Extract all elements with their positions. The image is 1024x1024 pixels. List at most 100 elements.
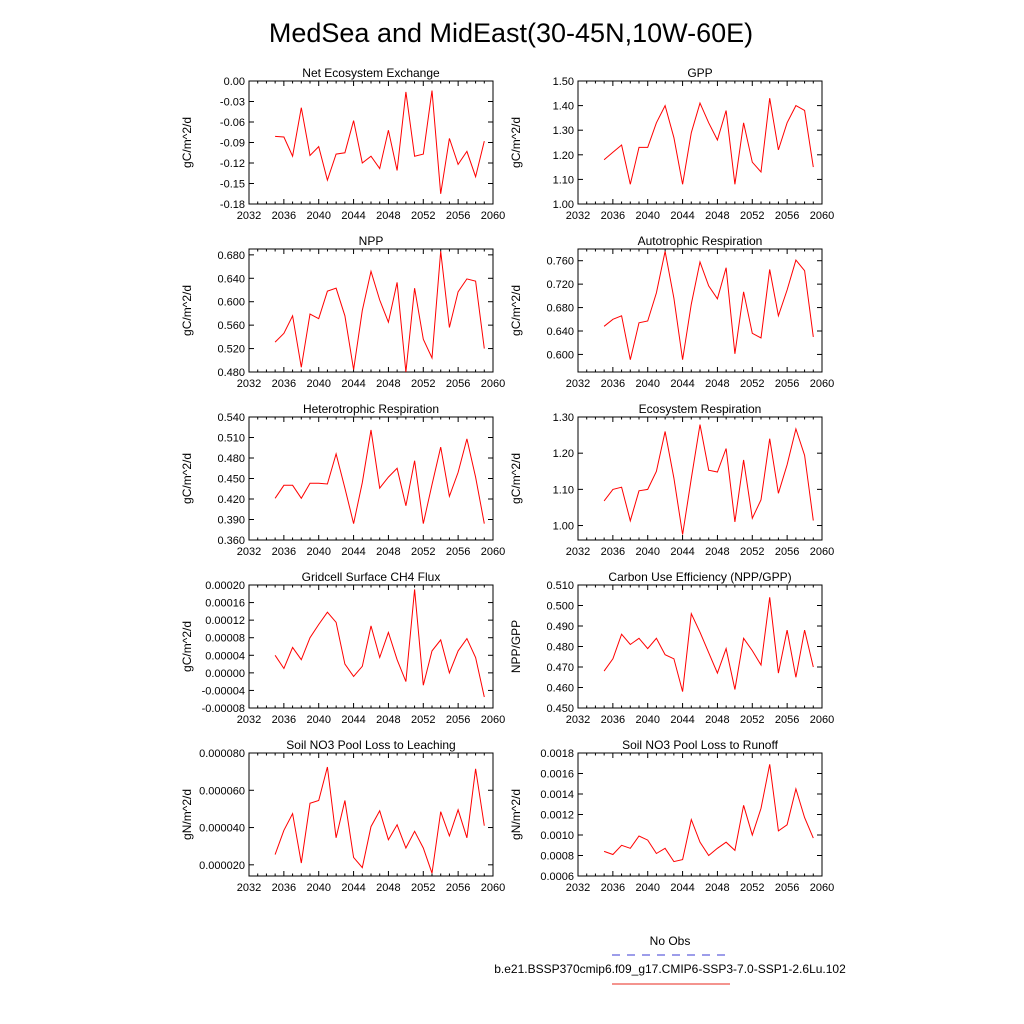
x-tick-label: 2056 [775, 378, 799, 390]
y-tick-label: 0.0018 [540, 748, 574, 760]
series-line [274, 589, 485, 698]
x-tick-label: 2060 [810, 882, 834, 894]
y-tick-label: 0.510 [546, 580, 574, 592]
y-tick-label: 1.20 [553, 448, 574, 460]
panel-title: Heterotrophic Respiration [303, 402, 439, 416]
panel-title: Gridcell Surface CH4 Flux [302, 570, 441, 584]
x-tick-label: 2060 [481, 882, 505, 894]
y-tick-label: 1.00 [553, 521, 574, 533]
series-line [603, 251, 814, 360]
legend-label-run: b.e21.BSSP370cmip6.f09_g17.CMIP6-SSP3-7.… [494, 962, 846, 976]
x-tick-label: 2060 [810, 210, 834, 222]
x-tick-label: 2060 [810, 378, 834, 390]
y-tick-label: 0.600 [217, 297, 245, 309]
panel-npp: NPP gC/m^2/d 2032 2036 2040 2044 2048 2052 2056 2… [180, 234, 505, 390]
plot-frame [248, 248, 494, 373]
panel-title: Net Ecosystem Exchange [302, 66, 440, 80]
x-tick-label: 2056 [775, 882, 799, 894]
y-tick-label: 0.470 [546, 662, 574, 674]
panel-soil-no3-pool-loss-to-runoff: Soil NO3 Pool Loss to Runoff gN/m^2/d 2032… [509, 738, 834, 894]
y-tick-label: 1.10 [553, 174, 574, 186]
x-tick-label: 2032 [566, 210, 590, 222]
x-tick-label: 2048 [705, 882, 729, 894]
y-tick-label: 0.0010 [540, 830, 574, 842]
y-tick-label: 0.360 [217, 535, 245, 547]
y-axis-label: gC/m^2/d [180, 453, 194, 504]
x-tick-label: 2056 [446, 378, 470, 390]
x-tick-label: 2056 [446, 882, 470, 894]
x-tick-label: 2036 [601, 714, 625, 726]
y-axis-label: gC/m^2/d [509, 285, 523, 336]
y-tick-label: -0.03 [220, 97, 245, 109]
y-tick-label: 0.560 [217, 320, 245, 332]
panel-gpp: GPP gC/m^2/d 2032 2036 2040 2044 2048 2052 2056 2… [509, 66, 834, 222]
plot-frame [577, 752, 823, 877]
y-tick-label: 0.000020 [199, 860, 245, 872]
panel-title: Carbon Use Efficiency (NPP/GPP) [608, 570, 791, 584]
y-tick-label: 0.480 [217, 453, 245, 465]
y-axis-label: gN/m^2/d [180, 789, 194, 840]
x-tick-label: 2044 [670, 882, 694, 894]
x-tick-label: 2048 [376, 714, 400, 726]
x-tick-label: 2040 [635, 378, 659, 390]
x-tick-label: 2032 [566, 378, 590, 390]
x-tick-label: 2060 [481, 210, 505, 222]
x-tick-label: 2040 [635, 546, 659, 558]
x-tick-label: 2032 [566, 882, 590, 894]
panel-heterotrophic-respiration: Heterotrophic Respiration gC/m^2/d 2032 203… [180, 402, 505, 558]
panel-title: NPP [359, 234, 384, 248]
y-tick-label: 0.490 [546, 621, 574, 633]
x-tick-label: 2040 [306, 546, 330, 558]
x-tick-label: 2036 [272, 882, 296, 894]
y-tick-label: 0.460 [546, 683, 574, 695]
x-tick-label: 2036 [272, 546, 296, 558]
y-tick-label: 0.00004 [205, 650, 245, 662]
y-tick-label: 0.480 [217, 367, 245, 379]
x-tick-label: 2044 [670, 378, 694, 390]
x-tick-label: 2040 [635, 714, 659, 726]
y-tick-label: -0.15 [220, 179, 245, 191]
series-line [274, 251, 485, 373]
y-tick-label: 0.000040 [199, 823, 245, 835]
panel-gridcell-surface-ch4-flux: Gridcell Surface CH4 Flux gC/m^2/d 2032 203… [180, 570, 505, 726]
y-tick-label: 1.30 [553, 412, 574, 424]
y-tick-label: -0.06 [220, 117, 245, 129]
y-tick-label: 0.00012 [205, 615, 245, 627]
y-tick-label: 0.680 [546, 303, 574, 315]
x-tick-label: 2052 [411, 714, 435, 726]
x-tick-label: 2044 [341, 546, 365, 558]
x-tick-label: 2040 [306, 210, 330, 222]
x-tick-label: 2052 [411, 378, 435, 390]
y-tick-label: 1.40 [553, 101, 574, 113]
x-tick-label: 2044 [341, 378, 365, 390]
y-tick-label: 1.30 [553, 125, 574, 137]
x-tick-label: 2036 [272, 714, 296, 726]
x-tick-label: 2056 [775, 714, 799, 726]
x-tick-label: 2056 [446, 714, 470, 726]
panels: Net Ecosystem Exchange gC/m^2/d 2032 2036 20… [180, 66, 834, 894]
plot-frame [577, 80, 823, 205]
y-axis-label: gC/m^2/d [180, 285, 194, 336]
y-axis-label: NPP/GPP [509, 620, 523, 673]
y-tick-label: 0.540 [217, 412, 245, 424]
x-tick-label: 2032 [237, 210, 261, 222]
y-axis-label: gN/m^2/d [509, 789, 523, 840]
x-tick-label: 2056 [775, 210, 799, 222]
x-tick-label: 2060 [481, 378, 505, 390]
x-tick-label: 2056 [775, 546, 799, 558]
x-tick-label: 2036 [601, 882, 625, 894]
series-line [603, 764, 814, 863]
panel-title: Ecosystem Respiration [639, 402, 762, 416]
series-line [274, 429, 485, 524]
x-tick-label: 2052 [740, 882, 764, 894]
x-tick-label: 2040 [635, 882, 659, 894]
x-tick-label: 2048 [705, 378, 729, 390]
y-tick-label: 0.680 [217, 250, 245, 262]
y-tick-label: 1.00 [553, 199, 574, 211]
series-line [603, 424, 814, 535]
y-tick-label: 0.390 [217, 515, 245, 527]
x-tick-label: 2052 [411, 546, 435, 558]
x-tick-label: 2040 [635, 210, 659, 222]
legend: No Obs b.e21.BSSP370cmip6.f09_g17.CMIP6-… [494, 934, 846, 985]
y-tick-label: 0.000080 [199, 748, 245, 760]
